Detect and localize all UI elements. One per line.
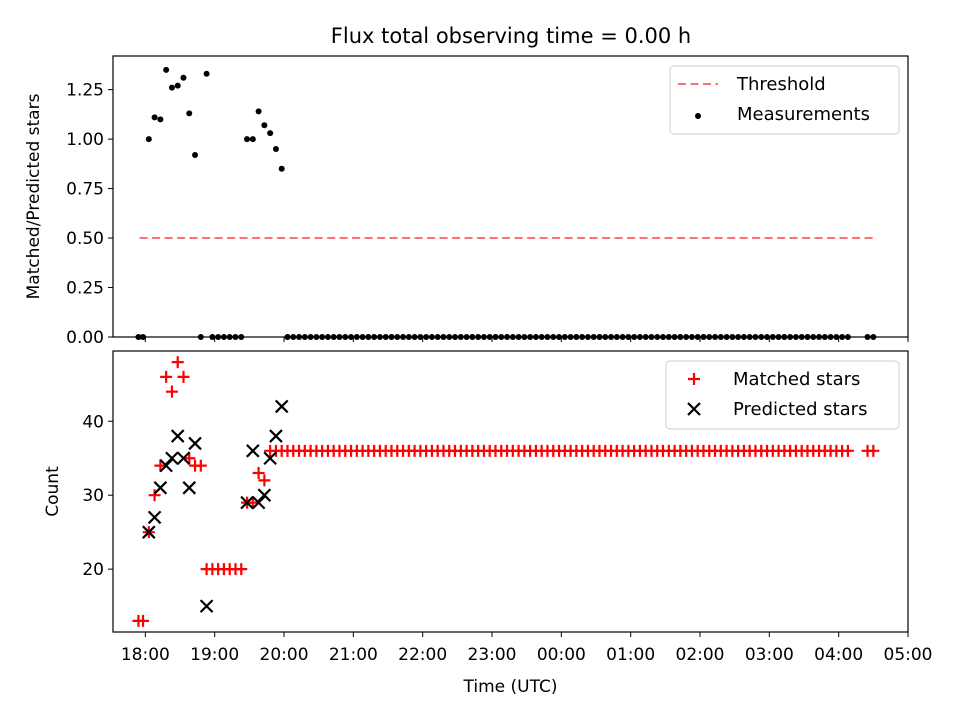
y-axis-label: Count	[43, 466, 63, 517]
data-point	[168, 84, 175, 91]
legend-box	[669, 65, 900, 135]
series-matched-stars	[132, 356, 880, 627]
data-point	[183, 452, 196, 465]
x-tick-label: 03:00	[745, 645, 794, 665]
figure-title: Flux total observing time = 0.00 h	[331, 24, 691, 48]
data-point	[841, 444, 854, 457]
y-tick-label: 1.00	[66, 130, 104, 150]
data-point	[159, 458, 173, 473]
data-point	[171, 356, 184, 369]
x-axis-label: Time (UTC)	[463, 677, 558, 697]
data-point	[174, 82, 181, 89]
data-point	[199, 599, 214, 613]
data-point	[267, 130, 274, 137]
data-point	[182, 481, 197, 495]
y-tick-label: 1.25	[66, 81, 104, 101]
plot-frame	[112, 350, 909, 633]
x-tick-label: 18:00	[121, 645, 170, 665]
data-point	[165, 451, 179, 466]
legend-label: Predicted stars	[733, 399, 867, 420]
y-axis-label: Matched/Predicted stars	[24, 93, 44, 299]
data-point	[258, 474, 271, 487]
data-point	[240, 495, 254, 510]
data-point	[148, 489, 161, 502]
data-point	[249, 136, 256, 143]
data-point	[244, 136, 251, 143]
data-point	[235, 563, 248, 576]
x-tick-label: 05:00	[884, 645, 933, 665]
data-point	[192, 151, 199, 158]
data-point	[261, 122, 268, 129]
bottom-panel-star-counts: 18:00 19:00 20:00 21:00 22:00 23:00 00:00 01:00…	[43, 350, 933, 697]
y-tick-label: 0.50	[66, 229, 104, 249]
legend-label: Measurements	[737, 104, 870, 125]
data-point	[147, 510, 162, 525]
legend-measurements-swatch	[695, 113, 701, 119]
x-tick-label: 22:00	[398, 645, 447, 665]
data-point	[269, 429, 283, 443]
data-point	[252, 467, 265, 480]
data-point	[246, 496, 259, 509]
data-point	[186, 110, 193, 117]
y-tick-label: 0.25	[66, 279, 104, 299]
legend-label: Threshold	[736, 74, 826, 95]
data-point	[160, 370, 173, 383]
legend-box	[665, 360, 900, 430]
x-tick-label: 21:00	[329, 645, 378, 665]
x-tick-label: 01:00	[606, 645, 655, 665]
legend-label: Matched stars	[733, 369, 860, 390]
data-point	[142, 525, 156, 539]
data-point	[188, 436, 202, 451]
data-point	[246, 444, 260, 458]
data-point	[145, 136, 152, 143]
data-point	[278, 165, 285, 172]
data-point	[163, 66, 170, 73]
data-point	[151, 114, 158, 121]
data-point	[137, 614, 150, 627]
data-point	[274, 399, 289, 414]
data-point	[165, 385, 178, 398]
y-tick-label: 30	[82, 486, 104, 506]
top-panel-flux-ratio: 0.00 0.25 0.50 0.75 1.00 1.25 Matched/Predicte…	[24, 55, 909, 348]
data-point	[257, 488, 272, 502]
data-point	[194, 459, 207, 472]
data-point	[255, 108, 262, 115]
data-point	[157, 116, 164, 123]
data-point	[170, 429, 185, 443]
plot-frame	[112, 55, 909, 338]
x-tick-label: 02:00	[676, 645, 725, 665]
data-point	[176, 451, 191, 466]
y-tick-label: 0.75	[66, 180, 104, 200]
x-tick-label: 19:00	[190, 645, 239, 665]
y-tick-label: 0.00	[66, 328, 104, 348]
data-point	[867, 444, 880, 457]
data-point	[180, 74, 187, 81]
series-predicted-stars	[142, 399, 289, 613]
data-point	[251, 495, 266, 510]
x-tick-label: 23:00	[468, 645, 517, 665]
legend: Matched stars Predicted stars	[665, 360, 900, 430]
x-tick-label: 04:00	[814, 645, 863, 665]
y-tick-label: 40	[82, 412, 104, 432]
data-point	[263, 451, 277, 466]
x-tick-label: 00:00	[537, 645, 586, 665]
data-point	[153, 481, 168, 495]
data-point	[203, 70, 210, 77]
legend: Threshold Measurements	[669, 65, 900, 135]
legend-predicted-swatch	[687, 402, 701, 416]
data-point	[154, 459, 167, 472]
x-tick-label: 20:00	[260, 645, 309, 665]
data-point	[177, 370, 190, 383]
y-tick-label: 20	[82, 560, 104, 580]
data-point	[272, 146, 279, 153]
legend-matched-swatch	[688, 373, 700, 385]
